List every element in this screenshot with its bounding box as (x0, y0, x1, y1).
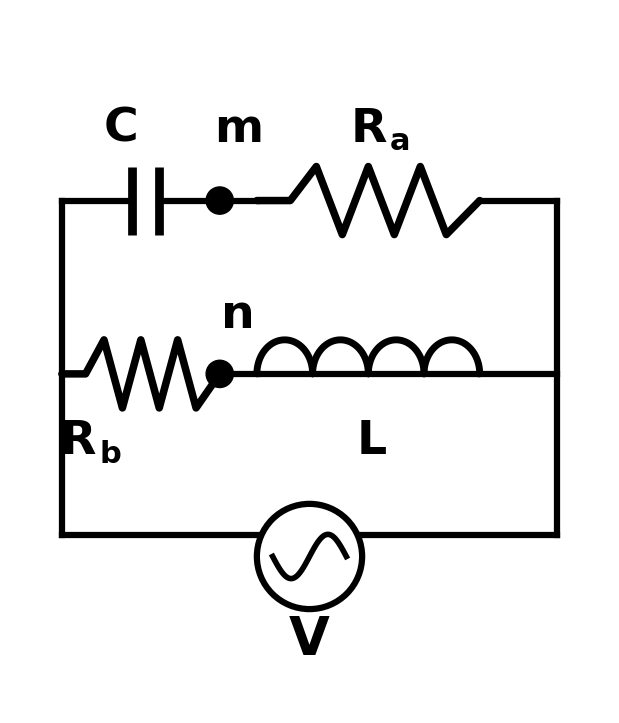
Text: C: C (103, 107, 138, 152)
Circle shape (206, 187, 233, 214)
Text: V: V (289, 614, 330, 666)
Text: L: L (357, 419, 386, 464)
Text: R: R (350, 107, 387, 152)
Text: n: n (222, 293, 255, 338)
Text: R: R (59, 419, 96, 464)
Text: m: m (214, 107, 263, 152)
Circle shape (206, 360, 233, 388)
Text: a: a (390, 127, 410, 156)
Text: b: b (99, 440, 121, 469)
